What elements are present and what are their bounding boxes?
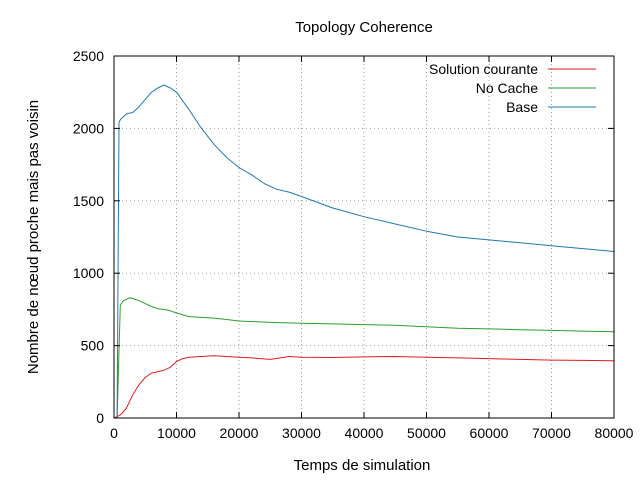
x-tick-label: 10000 <box>157 425 196 441</box>
series-layer <box>113 84 615 419</box>
y-tick-label: 0 <box>96 410 104 426</box>
y-tick-label: 1000 <box>73 265 104 281</box>
x-tick-label: 20000 <box>220 425 259 441</box>
x-axis-title: Temps de simulation <box>294 457 431 474</box>
y-tick-label: 2000 <box>73 120 104 136</box>
series-line <box>116 84 615 419</box>
y-tick-label: 2500 <box>73 48 104 64</box>
legend: Solution courante No Cache Base <box>429 61 596 115</box>
x-tick-label: 70000 <box>532 425 571 441</box>
y-axis-title: Nombre de nœud proche mais pas voisin <box>25 100 42 374</box>
legend-label: Solution courante <box>429 61 538 77</box>
x-tick-label: 80000 <box>595 425 634 441</box>
y-tick-label: 500 <box>81 338 105 354</box>
y-tick-label: 1500 <box>73 193 104 209</box>
ticks: 0 10000 20000 30000 40000 50000 60000 70000 8000… <box>73 48 634 441</box>
legend-label: No Cache <box>476 80 538 96</box>
legend-label: Base <box>506 99 538 115</box>
x-tick-label: 0 <box>110 425 118 441</box>
x-tick-label: 30000 <box>282 425 321 441</box>
series-line <box>113 355 615 419</box>
x-tick-label: 60000 <box>470 425 509 441</box>
chart-title: Topology Coherence <box>295 19 433 36</box>
grid <box>114 56 614 418</box>
series-line <box>116 297 615 419</box>
x-tick-label: 40000 <box>345 425 384 441</box>
x-tick-label: 50000 <box>407 425 446 441</box>
